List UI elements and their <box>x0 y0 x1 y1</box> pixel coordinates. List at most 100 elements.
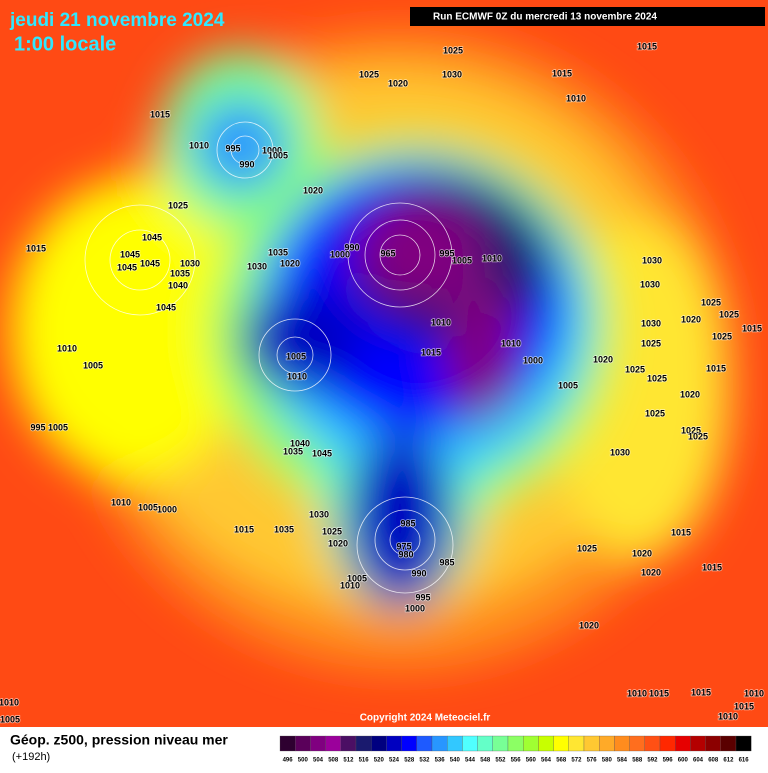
pressure-label: 1010 <box>566 93 586 103</box>
pressure-label: 1020 <box>280 258 300 268</box>
pressure-label: 1040 <box>168 280 188 290</box>
pressure-label: 1035 <box>268 247 288 257</box>
pressure-label: 1015 <box>742 323 762 333</box>
colorbar-label: 552 <box>495 758 506 764</box>
pressure-label: 990 <box>239 159 254 169</box>
colorbar-label: 560 <box>526 758 537 764</box>
colorbar-label: 516 <box>359 758 370 764</box>
pressure-label: 980 <box>398 549 413 559</box>
pressure-label: 1025 <box>719 309 739 319</box>
colorbar-swatch <box>583 735 600 752</box>
colorbar-swatch <box>568 735 585 752</box>
run-label: Run ECMWF 0Z du mercredi 13 novembre 202… <box>433 12 657 23</box>
pressure-label: 1015 <box>552 68 572 78</box>
colorbar-label: 512 <box>343 758 354 764</box>
pressure-label: 975 <box>396 541 411 551</box>
pressure-label: 1010 <box>482 253 502 263</box>
pressure-label: 985 <box>400 518 415 528</box>
pressure-label: 1010 <box>189 140 209 150</box>
pressure-label: 1045 <box>120 249 140 259</box>
colorbar-label: 524 <box>389 758 400 764</box>
pressure-label: 1025 <box>168 200 188 210</box>
colorbar-label: 536 <box>435 758 446 764</box>
colorbar-swatch <box>416 735 433 752</box>
colorbar-label: 532 <box>419 758 430 764</box>
colorbar-swatch <box>386 735 402 752</box>
colorbar-label: 616 <box>739 758 750 764</box>
pressure-label: 1015 <box>150 109 170 119</box>
colorbar-label: 564 <box>541 758 552 764</box>
pressure-label: 1010 <box>501 338 521 348</box>
colorbar-swatch <box>295 735 311 752</box>
pressure-label: 1015 <box>706 363 726 373</box>
colorbar-label: 520 <box>374 758 385 764</box>
pressure-label: 1020 <box>328 538 348 548</box>
pressure-label: 1030 <box>610 447 630 457</box>
legend-title: Géop. z500, pression niveau mer <box>10 732 228 748</box>
pressure-label: 1025 <box>647 373 667 383</box>
pressure-label: 965 <box>380 248 395 258</box>
pressure-label: 1035 <box>274 524 294 534</box>
map-title: jeudi 21 novembre 2024 <box>9 10 225 31</box>
copyright: Copyright 2024 Meteociel.fr <box>360 713 491 724</box>
pressure-label: 1020 <box>632 548 652 558</box>
pressure-label: 1020 <box>680 389 700 399</box>
colorbar-label: 576 <box>587 758 598 764</box>
pressure-label: 1015 <box>637 41 657 51</box>
pressure-label: 1025 <box>688 431 708 441</box>
pressure-label: 1005 <box>286 351 306 361</box>
colorbar-swatch <box>538 735 554 752</box>
colorbar-swatch <box>523 735 539 752</box>
pressure-label: 1020 <box>579 620 599 630</box>
pressure-label: 1025 <box>681 425 701 435</box>
pressure-label: 1020 <box>641 567 661 577</box>
colorbar: 496 500 504 508 512 516 520 524 528 532 536 540 544 5… <box>279 735 752 764</box>
pressure-label: 1000 <box>262 145 282 155</box>
colorbar-swatch <box>492 735 509 752</box>
colorbar-swatch <box>355 735 372 752</box>
pressure-label: 1025 <box>322 526 342 536</box>
pressure-label: 995 <box>439 248 454 258</box>
pressure-label: 1045 <box>140 258 160 268</box>
colorbar-swatch <box>431 735 448 752</box>
map-field <box>0 0 768 727</box>
colorbar-label: 584 <box>617 758 628 764</box>
pressure-label: 1005 <box>83 360 103 370</box>
colorbar-swatch <box>705 735 721 752</box>
colorbar-swatch <box>477 735 493 752</box>
colorbar-label: 500 <box>298 758 309 764</box>
pressure-label: 1045 <box>156 302 176 312</box>
pressure-label: 1005 <box>0 714 20 724</box>
map-subtitle: 1:00 locale <box>14 33 116 55</box>
colorbar-label: 580 <box>602 758 613 764</box>
pressure-label: 1030 <box>640 279 660 289</box>
colorbar-label: 608 <box>708 758 719 764</box>
pressure-label: 1045 <box>117 262 137 272</box>
colorbar-swatch <box>279 735 296 752</box>
pressure-label: 1005 <box>347 573 367 583</box>
pressure-label: 1010 <box>627 688 647 698</box>
colorbar-label: 592 <box>647 758 658 764</box>
pressure-label: 1045 <box>312 448 332 458</box>
pressure-label: 1015 <box>671 527 691 537</box>
colorbar-swatch <box>675 735 691 752</box>
pressure-label: 1010 <box>340 580 360 590</box>
pressure-label: 1010 <box>744 688 764 698</box>
pressure-label: 1025 <box>443 45 463 55</box>
colorbar-label: 548 <box>480 758 491 764</box>
colorbar-swatch <box>735 735 752 752</box>
pressure-label: 1025 <box>645 408 665 418</box>
pressure-label: 1025 <box>359 69 379 79</box>
pressure-label: 1025 <box>641 338 661 348</box>
colorbar-label: 600 <box>678 758 689 764</box>
pressure-label: 1035 <box>170 268 190 278</box>
pressure-label: 1030 <box>642 255 662 265</box>
colorbar-swatch <box>310 735 326 752</box>
pressure-label: 1025 <box>625 364 645 374</box>
pressure-label: 1015 <box>734 701 754 711</box>
colorbar-swatch <box>553 735 569 752</box>
pressure-label: 995 <box>30 422 45 432</box>
colorbar-label: 568 <box>556 758 567 764</box>
pressure-label: 1010 <box>111 497 131 507</box>
colorbar-label: 528 <box>404 758 415 764</box>
